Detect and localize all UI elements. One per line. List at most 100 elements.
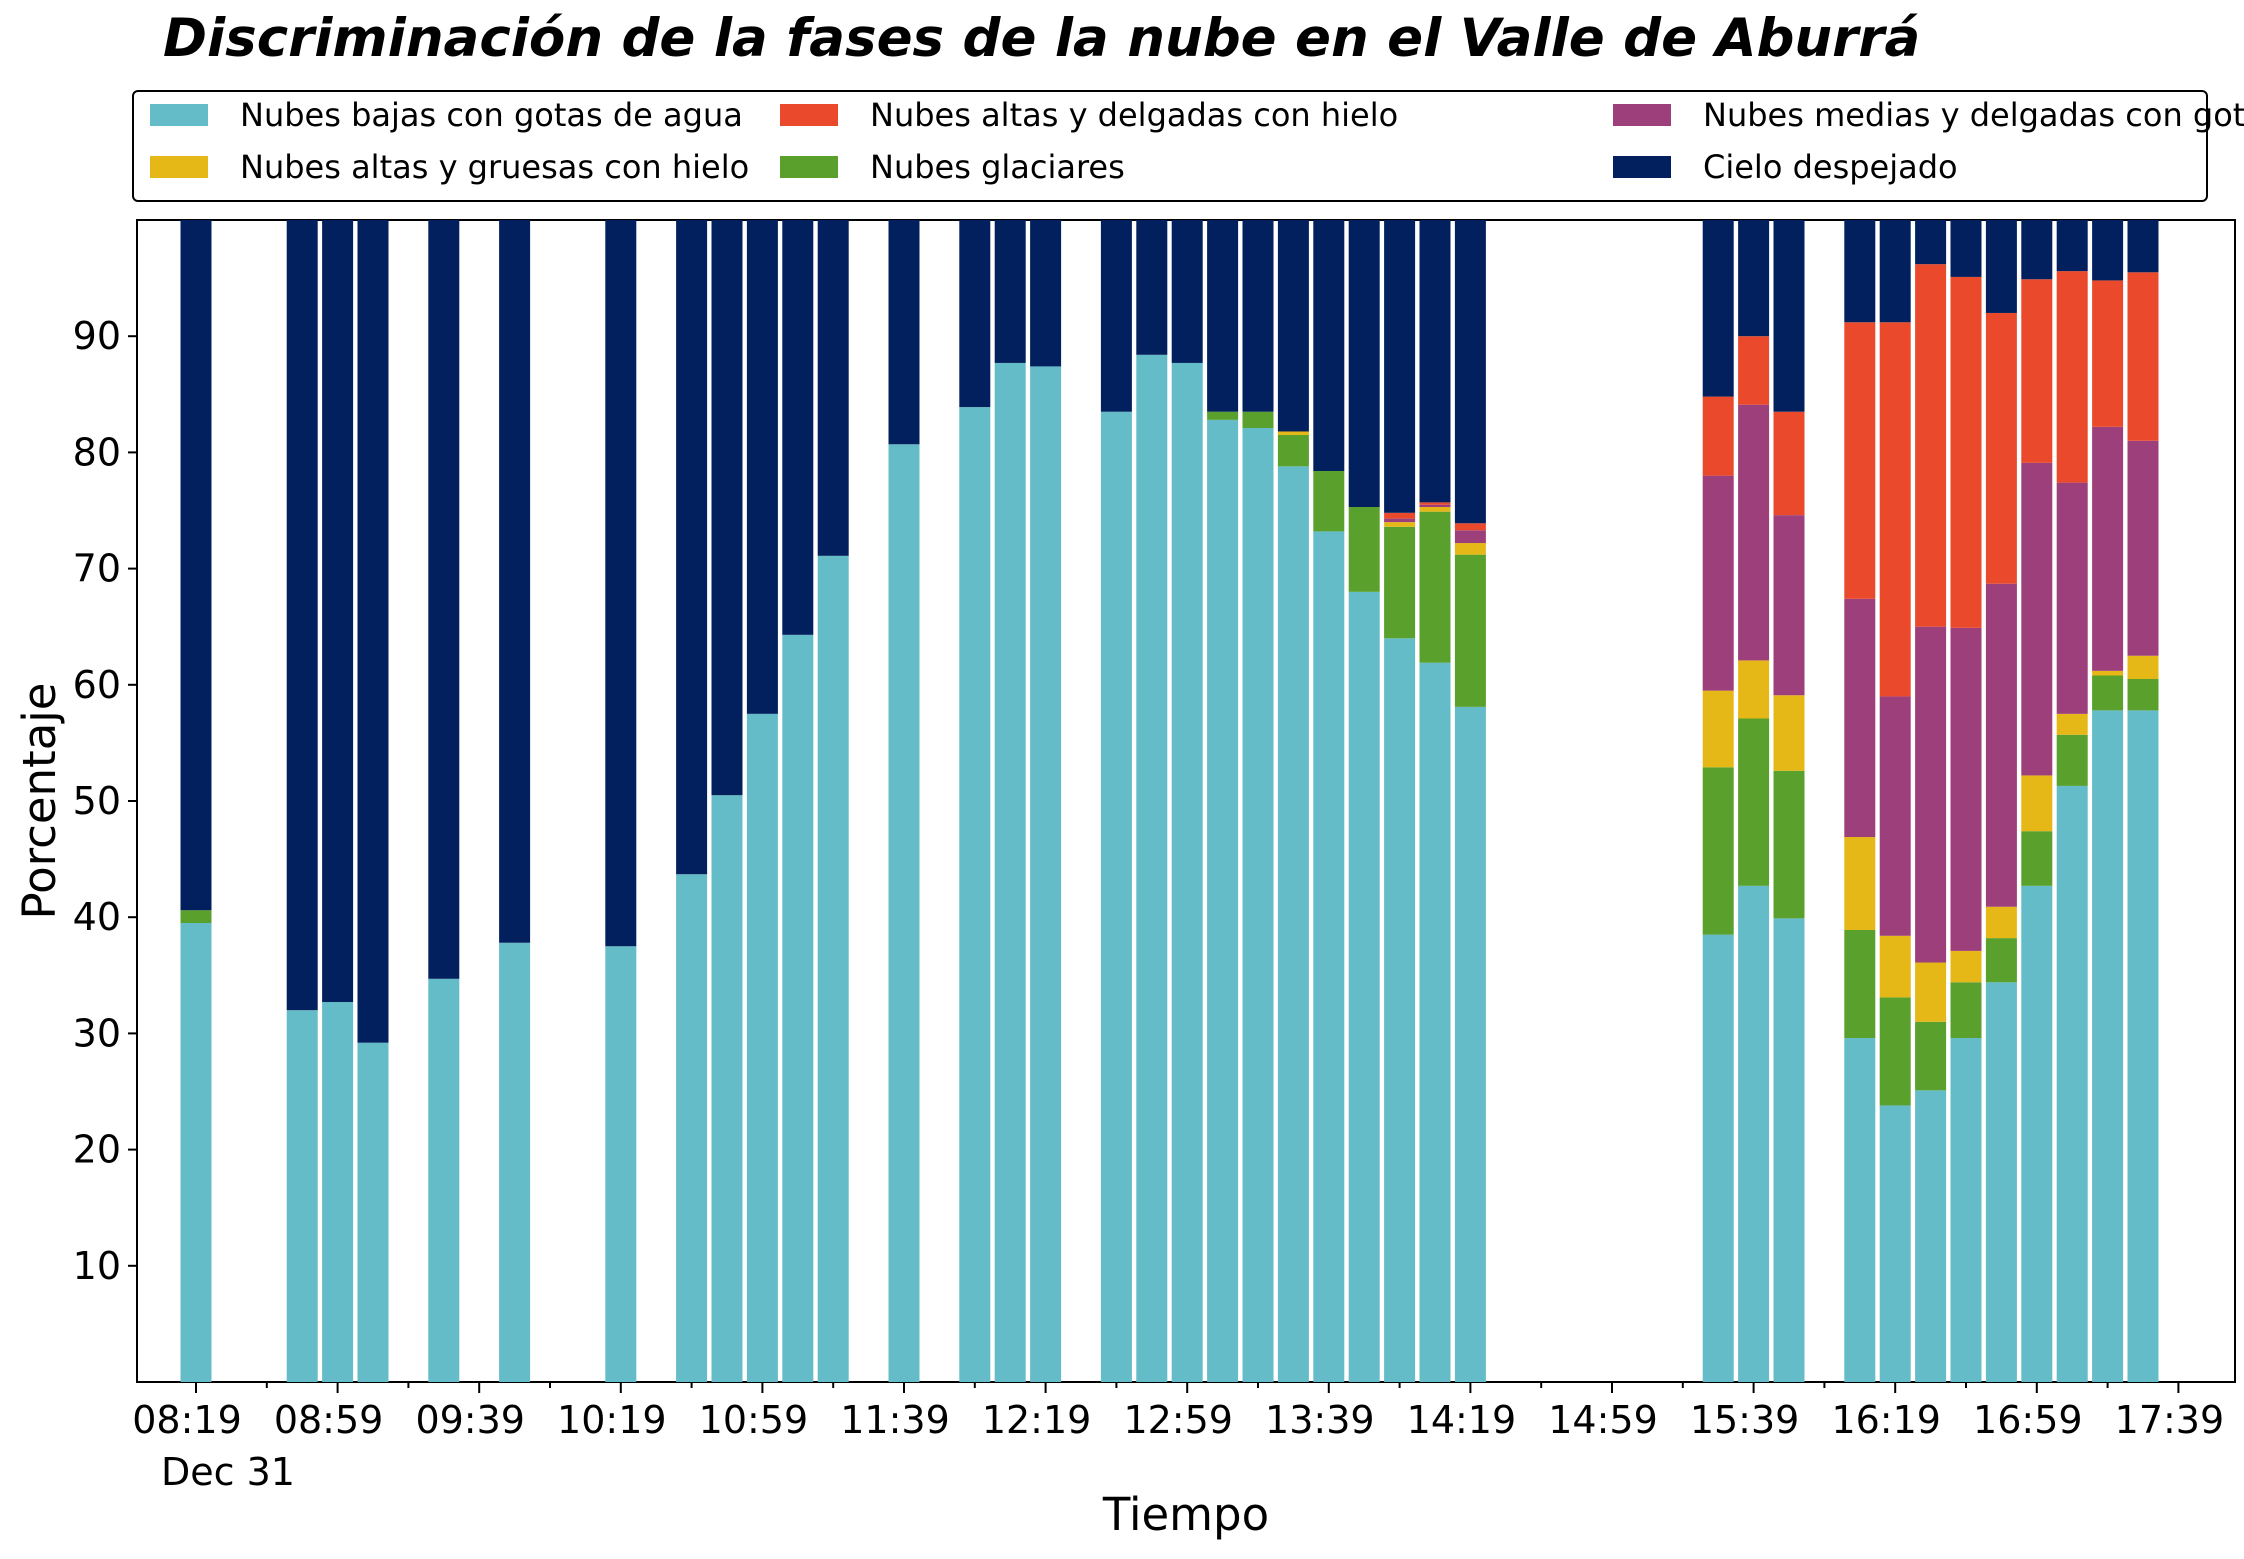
bar-segment [2056, 271, 2088, 483]
y-tick-label: 40 [73, 895, 121, 939]
bar-segment [1702, 220, 1734, 397]
bar-segment [2127, 220, 2159, 273]
bar-segment [711, 220, 743, 796]
bar-segment [1348, 507, 1380, 592]
bar-segment [2092, 220, 2124, 281]
x-tick-label: 15:39 [1690, 1398, 1800, 1442]
bar-segment [428, 220, 460, 979]
bar-segment [1879, 935, 1911, 998]
x-tick-sublabel: Dec 31 [161, 1450, 295, 1494]
y-tick-label: 70 [73, 547, 121, 591]
bar-segment [1313, 220, 1345, 471]
bar-segment [1277, 220, 1309, 432]
bar-segment [1950, 276, 1982, 628]
bar-segment [2056, 220, 2088, 272]
bar-segment [1773, 515, 1805, 696]
bar-segment [1985, 312, 2017, 584]
bar-segment [711, 795, 743, 1382]
bar-segment [428, 978, 460, 1382]
bar-segment [1702, 475, 1734, 691]
bar-segment [1844, 598, 1876, 838]
bar-segment [2127, 710, 2159, 1382]
bar-segment [2021, 885, 2053, 1382]
bar-segment [1242, 411, 1274, 428]
bar-segment [1419, 662, 1451, 1382]
bar-segment [1384, 220, 1416, 513]
bar-segment [2021, 279, 2053, 463]
bar-segment [1702, 934, 1734, 1382]
bar-segment [1348, 591, 1380, 1382]
bar-segment [180, 220, 212, 911]
bar-segment [1702, 767, 1734, 935]
bar-segment [1207, 220, 1239, 412]
bar-segment [888, 444, 920, 1382]
x-tick-label: 11:39 [840, 1398, 950, 1442]
legend-label: Cielo despejado [1703, 148, 1958, 186]
x-tick-label: 10:59 [699, 1398, 809, 1442]
bar-segment [1454, 530, 1486, 544]
bar-segment [1384, 518, 1416, 523]
bar-segment [1030, 366, 1062, 1382]
bar-segment [605, 220, 637, 947]
bar-segment [2127, 655, 2159, 679]
bar-segment [1915, 962, 1947, 1022]
chart-title: Discriminación de la fases de la nube en… [163, 8, 1920, 69]
bar-segment [1313, 531, 1345, 1382]
bar-segment [1915, 1021, 1947, 1091]
y-tick-label: 60 [73, 663, 121, 707]
bar-segment [1915, 220, 1947, 265]
bar-segment [1277, 431, 1309, 435]
bar-segment [1419, 220, 1451, 503]
bar-segment [2092, 675, 2124, 711]
bar-segment [782, 220, 814, 635]
bar-segment [1454, 523, 1486, 531]
bar-segment [2127, 678, 2159, 711]
bar-segment [1738, 885, 1770, 1382]
y-tick-label: 80 [73, 430, 121, 474]
bar-segment [888, 220, 920, 445]
bar-segment [1100, 220, 1132, 412]
bar-segment [357, 1042, 389, 1382]
bar-segment [180, 923, 212, 1382]
bar-segment [994, 220, 1026, 363]
bar-segment [1454, 543, 1486, 555]
bar-segment [1171, 362, 1203, 1382]
bar-segment [1313, 470, 1345, 532]
bar-segment [1207, 411, 1239, 420]
bar-segment [2127, 272, 2159, 441]
bar-segment [1879, 1105, 1911, 1382]
bar-segment [1844, 837, 1876, 930]
bar-segment [676, 220, 708, 875]
x-tick-label: 16:59 [1973, 1398, 2083, 1442]
bar-segment [1242, 428, 1274, 1382]
bar-segment [1030, 220, 1062, 367]
bar-segment [1950, 1038, 1982, 1382]
x-tick-label: 12:19 [982, 1398, 1092, 1442]
bar-segment [1738, 336, 1770, 405]
bar-segment [1844, 220, 1876, 323]
bar-segment [357, 220, 389, 1043]
bar-segment [1985, 906, 2017, 939]
y-tick-label: 10 [73, 1244, 121, 1288]
bar-segment [1773, 770, 1805, 919]
x-tick-label: 08:59 [274, 1398, 384, 1442]
bar-segment [1702, 690, 1734, 768]
bar-segment [1738, 404, 1770, 661]
bar-segment [180, 910, 212, 924]
bar-segment [2127, 440, 2159, 656]
x-tick-label: 08:19 [132, 1398, 242, 1442]
bar-segment [1384, 522, 1416, 527]
bar-segment [1738, 660, 1770, 719]
bar-segment [2056, 734, 2088, 786]
legend-swatch [1613, 104, 1671, 126]
legend-label: Nubes bajas con gotas de agua [240, 96, 743, 134]
legend-swatch [1613, 156, 1671, 178]
legend-swatch [780, 156, 838, 178]
bar-segment [2092, 426, 2124, 671]
x-tick-label: 13:39 [1265, 1398, 1375, 1442]
bar-segment [2021, 462, 2053, 776]
bar-segment [1384, 638, 1416, 1382]
bar-segment [1702, 396, 1734, 476]
bar-segment [499, 942, 531, 1382]
